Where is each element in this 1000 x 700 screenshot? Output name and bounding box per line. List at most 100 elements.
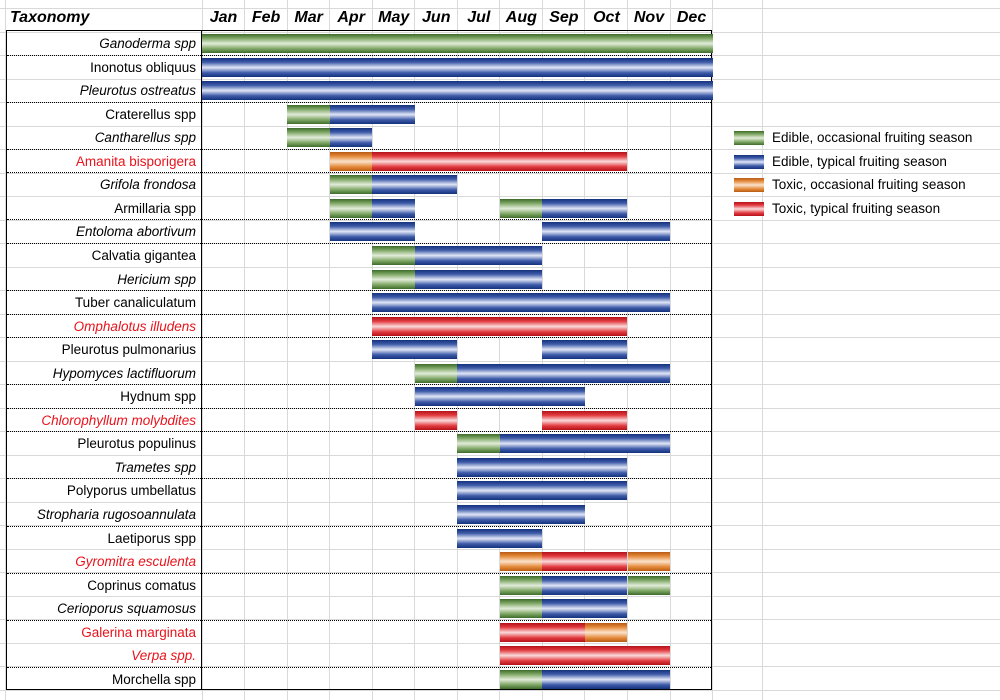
season-bar (457, 457, 628, 477)
season-bar (414, 269, 543, 289)
row-separator (7, 573, 711, 574)
gridline-h (0, 79, 1000, 80)
taxon-label: Galerina marginata (81, 624, 196, 640)
gridline-v (5, 0, 6, 700)
taxon-label: Grifola frondosa (99, 177, 196, 193)
legend-item: Toxic, occasional fruiting season (730, 173, 1000, 197)
legend-label: Edible, typical fruiting season (772, 153, 947, 169)
gridline-v (627, 0, 628, 700)
month-header: Mar (294, 9, 323, 26)
taxon-label: Tuber canaliculatum (74, 295, 196, 311)
legend-swatch (734, 131, 764, 145)
row-separator (7, 290, 711, 291)
gridline-v (202, 0, 203, 700)
season-bar (414, 387, 585, 407)
month-header: Aug (505, 9, 537, 26)
gridline-h (0, 596, 1000, 597)
gridline-v (457, 0, 458, 700)
taxon-label: Chlorophyllum molybdites (41, 412, 196, 428)
season-bar (372, 175, 458, 195)
season-bar (329, 151, 373, 171)
taxon-label: Pleurotus ostreatus (79, 83, 196, 99)
season-bar (542, 552, 628, 572)
season-bar (457, 481, 628, 501)
gridline-h (0, 126, 1000, 127)
season-bar (542, 599, 628, 619)
legend-swatch (734, 201, 764, 216)
gridline-v (762, 0, 763, 700)
taxon-label: Hypomyces lactifluorum (52, 365, 196, 381)
taxon-label: Verpa spp. (131, 648, 196, 664)
taxon-label: Polyporus umbellatus (66, 483, 196, 499)
gridline-v (287, 0, 288, 700)
month-header: Oct (593, 9, 620, 26)
legend-swatch (734, 154, 764, 169)
season-bar (457, 528, 543, 548)
chart-frame (6, 30, 712, 690)
row-separator (7, 408, 711, 409)
taxon-label: Pleurotus pulmonarius (61, 342, 196, 358)
gridline-h (0, 502, 1000, 503)
taxon-label: Laetiporus spp (107, 530, 196, 546)
gridline-h (0, 549, 1000, 550)
season-bar (372, 340, 458, 360)
season-bar (287, 128, 330, 148)
season-bar (584, 622, 628, 642)
season-bar (329, 175, 373, 195)
gridline-h (0, 196, 1000, 197)
season-bar (372, 151, 628, 171)
season-bar (499, 646, 671, 666)
month-header: Jul (467, 9, 491, 26)
season-bar (542, 198, 628, 218)
legend-label: Edible, occasional fruiting season (772, 130, 973, 145)
season-bar (287, 104, 330, 124)
row-separator (7, 431, 711, 432)
season-bar (627, 575, 671, 595)
label-column-divider (201, 30, 202, 690)
gridline-h (0, 361, 1000, 362)
season-bar (329, 222, 415, 242)
taxon-label: Coprinus comatus (87, 577, 196, 593)
header-row: Taxonomy Jan Feb Mar Apr May Jun Jul Aug Sep Oct N… (0, 4, 740, 32)
taxon-label: Hericium spp (117, 271, 196, 287)
row-separator (7, 478, 711, 479)
gridline-v (244, 0, 245, 700)
gridline-h (0, 220, 1000, 221)
legend-swatch (734, 178, 764, 192)
season-bar (457, 434, 500, 454)
gridline-h (0, 572, 1000, 573)
gridline-v (712, 0, 713, 700)
taxon-label: Inonotus obliquus (90, 59, 196, 75)
gridline-h (0, 690, 1000, 691)
legend-item: Toxic, typical fruiting season (730, 197, 1000, 221)
row-separator (7, 384, 711, 385)
gridline-h (0, 455, 1000, 456)
gridline-v (499, 0, 500, 700)
row-separator (7, 526, 711, 527)
legend-item: Edible, occasional fruiting season (730, 126, 1000, 150)
season-bar (202, 81, 713, 101)
taxon-label: Omphalotus illudens (73, 318, 196, 334)
season-bar (372, 293, 671, 313)
season-bar (372, 316, 628, 336)
season-bar (627, 552, 671, 572)
taxon-label: Ganoderma spp (99, 36, 196, 51)
taxon-label: Calvatia gigantea (91, 247, 196, 263)
legend-label: Toxic, occasional fruiting season (772, 177, 966, 192)
taxon-label: Gyromitra esculenta (75, 554, 196, 570)
season-bar (329, 104, 415, 124)
season-bar (414, 363, 458, 383)
season-bar (499, 622, 585, 642)
taxon-label: Morchella spp (111, 671, 196, 687)
taxon-label: Trametes spp (114, 459, 196, 475)
month-header: Feb (251, 9, 281, 26)
gridline-h (0, 619, 1000, 620)
season-bar (202, 34, 713, 53)
month-header: Jan (209, 9, 238, 26)
season-bar (499, 434, 671, 454)
season-bar (499, 575, 543, 595)
row-separator (7, 102, 711, 103)
gridline-h (0, 525, 1000, 526)
season-bar (542, 340, 628, 360)
season-bar (499, 669, 543, 689)
